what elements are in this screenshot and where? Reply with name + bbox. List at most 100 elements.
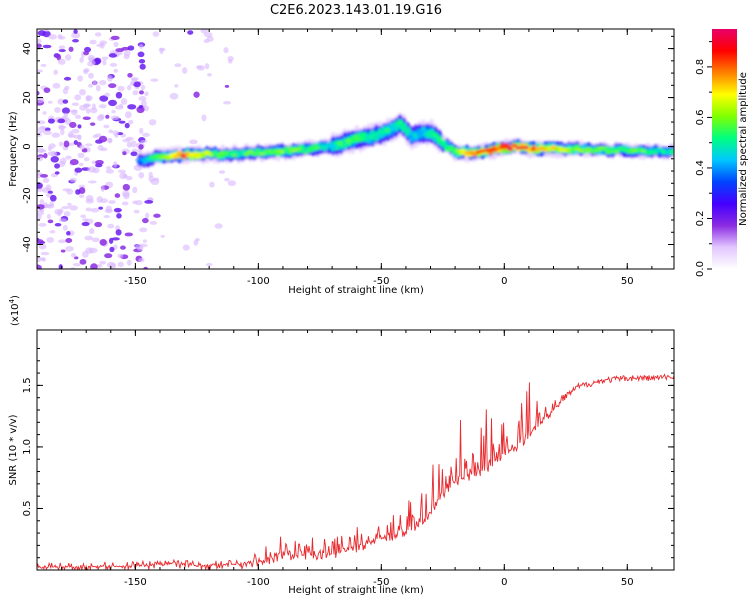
noise-speckle xyxy=(49,230,56,234)
noise-speckle xyxy=(224,177,230,182)
noise-speckle xyxy=(104,92,111,97)
noise-speckle xyxy=(143,266,149,269)
noise-speckle xyxy=(54,106,61,113)
noise-speckle xyxy=(45,184,52,191)
ridge-blob xyxy=(440,143,447,147)
ridge-blob xyxy=(605,147,612,151)
x-tick-label: -50 xyxy=(373,276,389,287)
noise-speckle xyxy=(63,76,72,81)
noise-speckle xyxy=(56,54,62,61)
noise-speckle xyxy=(46,203,55,209)
noise-speckle xyxy=(122,138,131,143)
noise-speckle xyxy=(189,139,198,145)
noise-speckle xyxy=(102,59,107,66)
noise-speckle xyxy=(37,155,44,162)
noise-speckle xyxy=(47,100,53,104)
noise-speckle xyxy=(138,59,146,64)
noise-speckle xyxy=(89,39,97,45)
noise-speckle xyxy=(117,169,126,174)
noise-speckle xyxy=(58,124,65,130)
noise-speckle xyxy=(187,30,194,35)
ridge-blob xyxy=(227,151,235,155)
noise-speckle xyxy=(82,116,91,120)
colorbar-tick-label: 0.8 xyxy=(695,59,706,75)
noise-speckle xyxy=(75,114,81,120)
y-tick-label: 20 xyxy=(22,91,33,104)
noise-speckle xyxy=(65,155,72,160)
spectrogram-y-label: Frequency (Hz) xyxy=(8,111,19,187)
ridge-blob xyxy=(329,143,337,149)
noise-speckle xyxy=(48,34,57,40)
y-tick-label: 0.5 xyxy=(22,501,33,517)
noise-speckle xyxy=(62,188,71,192)
noise-speckle xyxy=(182,67,188,74)
noise-speckle xyxy=(68,46,74,52)
colorbar-tick-label: 0.0 xyxy=(695,261,706,277)
noise-speckle xyxy=(40,257,45,261)
noise-speckle xyxy=(148,119,157,126)
noise-speckle xyxy=(61,205,70,210)
x-tick-label: 50 xyxy=(621,276,634,287)
y-tick-label: -40 xyxy=(22,236,33,252)
noise-speckle xyxy=(47,118,55,124)
noise-speckle xyxy=(84,235,94,241)
snr-y-label: SNR (10 * v/v) xyxy=(8,414,19,485)
noise-speckle xyxy=(133,81,141,88)
noise-speckle xyxy=(148,175,155,183)
noise-speckle xyxy=(87,180,97,184)
noise-speckle xyxy=(52,82,61,89)
noise-speckle xyxy=(49,194,57,202)
noise-speckle xyxy=(193,239,199,246)
noise-speckle xyxy=(127,104,137,110)
noise-speckle xyxy=(62,99,69,104)
ridge-blob xyxy=(270,151,278,155)
noise-speckle xyxy=(113,244,118,250)
noise-speckle xyxy=(84,143,93,147)
noise-speckle xyxy=(88,247,98,254)
noise-speckle xyxy=(89,107,98,114)
noise-speckle xyxy=(74,94,82,101)
noise-speckle xyxy=(99,198,109,204)
noise-speckle xyxy=(139,90,144,95)
noise-speckle xyxy=(137,51,145,58)
noise-speckle xyxy=(141,100,147,108)
ridge-blob xyxy=(510,143,518,147)
noise-speckle xyxy=(77,152,85,159)
noise-speckle xyxy=(113,41,119,47)
noise-speckle xyxy=(87,83,93,88)
snr-multiplier-close: ) xyxy=(10,295,21,299)
noise-speckle xyxy=(42,111,47,115)
ridge-blob xyxy=(522,145,530,150)
noise-speckle xyxy=(37,239,44,244)
ridge-blob xyxy=(542,148,549,152)
snr-multiplier-base: (x10 xyxy=(10,303,21,326)
noise-speckle xyxy=(122,183,131,191)
ridge-blob xyxy=(294,147,301,151)
noise-speckle xyxy=(80,214,87,219)
noise-speckle xyxy=(133,209,140,214)
noise-speckle xyxy=(105,169,114,174)
noise-speckle xyxy=(78,184,86,189)
noise-speckle xyxy=(50,151,58,157)
noise-speckle xyxy=(108,99,117,107)
ridge-blob xyxy=(306,148,313,152)
noise-speckle xyxy=(195,65,203,69)
noise-speckle xyxy=(72,38,79,43)
noise-speckle xyxy=(138,144,144,150)
noise-speckle xyxy=(114,105,124,110)
noise-speckle xyxy=(54,171,60,175)
noise-speckle xyxy=(73,140,79,145)
noise-speckle xyxy=(122,151,127,156)
noise-speckle xyxy=(115,229,122,236)
noise-speckle xyxy=(124,122,130,129)
noise-speckle xyxy=(79,57,84,63)
noise-speckle xyxy=(85,198,94,204)
noise-speckle xyxy=(152,31,160,37)
noise-speckle xyxy=(72,263,81,267)
noise-speckle xyxy=(110,115,120,121)
snr-plot-area xyxy=(37,373,674,570)
colorbar-tick-label: 0.4 xyxy=(695,160,706,176)
noise-speckle xyxy=(67,202,72,207)
noise-speckle xyxy=(113,161,118,168)
